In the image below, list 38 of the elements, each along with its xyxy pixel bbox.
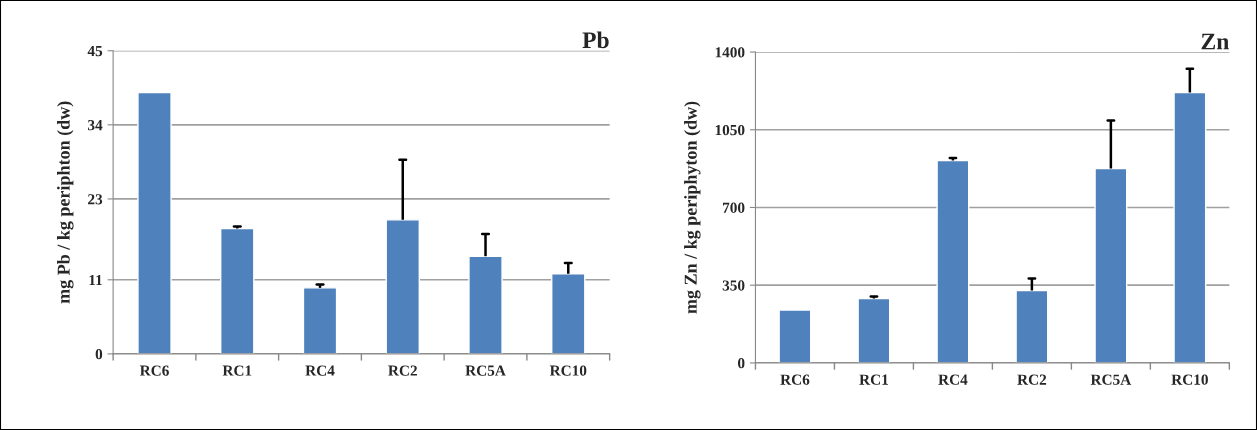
x-tick-label: RC6 bbox=[780, 374, 810, 385]
y-tick-label: 1050 bbox=[715, 124, 745, 136]
x-tick-label: RC2 bbox=[388, 365, 417, 376]
bar bbox=[1015, 289, 1049, 363]
y-tick-label: 45 bbox=[87, 45, 103, 57]
y-tick-label: 0 bbox=[737, 358, 745, 369]
x-tick-label: RC4 bbox=[305, 365, 335, 376]
x-tick-label: RC5A bbox=[1090, 374, 1132, 385]
x-tick-label: RC10 bbox=[549, 365, 587, 376]
x-tick-label: RC6 bbox=[139, 365, 169, 376]
bar bbox=[1094, 167, 1128, 363]
y-axis-title: mg Pb / kg periphton (dw) bbox=[57, 101, 74, 304]
y-tick-label: 0 bbox=[95, 349, 103, 360]
bar bbox=[551, 273, 586, 354]
bar bbox=[857, 297, 891, 363]
bar bbox=[302, 287, 338, 354]
y-tick-label: 700 bbox=[723, 202, 745, 213]
bar bbox=[137, 91, 172, 354]
y-axis-title: mg Zn / kg periphyton (dw) bbox=[684, 101, 701, 314]
y-tick-label: 11 bbox=[89, 275, 102, 286]
bar bbox=[220, 227, 255, 354]
bar bbox=[778, 309, 812, 363]
y-tick-label: 350 bbox=[722, 280, 745, 291]
y-tick-label: 23 bbox=[88, 194, 103, 205]
x-tick-label: RC1 bbox=[859, 374, 888, 385]
chart-title: Pb bbox=[582, 31, 609, 49]
x-tick-label: RC10 bbox=[1171, 374, 1208, 385]
y-tick-label: 34 bbox=[88, 120, 103, 131]
x-tick-label: RC2 bbox=[1017, 374, 1047, 385]
bar bbox=[936, 159, 970, 363]
bar bbox=[468, 255, 503, 354]
chart-title: Zn bbox=[1201, 33, 1229, 50]
y-tick-label: 1400 bbox=[715, 47, 745, 58]
x-tick-label: RC4 bbox=[938, 374, 968, 385]
bar bbox=[385, 219, 421, 354]
x-tick-label: RC5A bbox=[465, 365, 506, 376]
x-tick-label: RC1 bbox=[222, 365, 252, 376]
bar bbox=[1173, 91, 1207, 363]
